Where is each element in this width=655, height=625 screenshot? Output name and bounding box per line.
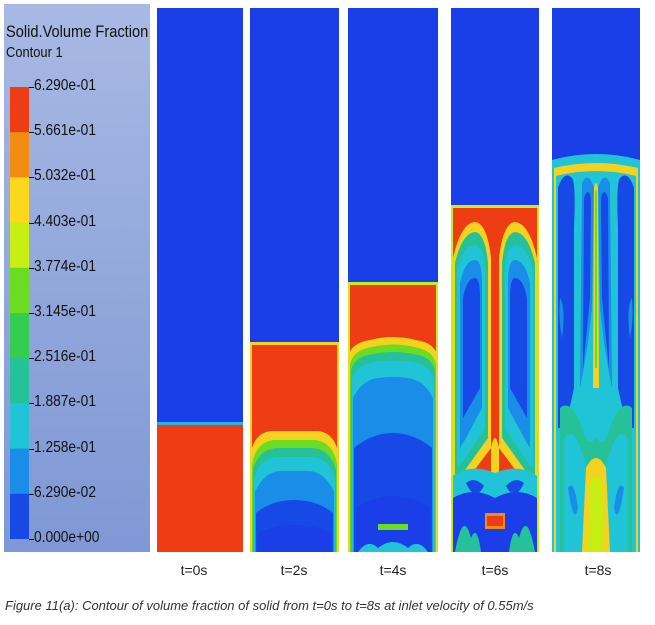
- colorbar-swatch: [10, 403, 29, 450]
- time-label-t4: t=4s: [379, 562, 407, 578]
- colorbar-tick-mark: [29, 448, 34, 450]
- colorbar-tick-mark: [29, 539, 34, 540]
- colorbar-swatch: [10, 177, 29, 224]
- contour-panel-t0: [157, 8, 243, 552]
- colorbar-swatch: [10, 132, 29, 178]
- time-label-t2: t=2s: [280, 562, 308, 578]
- time-label-t8: t=8s: [584, 562, 612, 578]
- colorbar-tick-label: 5.661e-01: [34, 122, 96, 140]
- time-label-t0: t=0s: [180, 562, 208, 578]
- colorbar-tick-label: 1.258e-01: [34, 438, 96, 456]
- contour-panel-t2: [250, 8, 339, 552]
- colorbar-tick-mark: [29, 493, 34, 495]
- colorbar-swatch: [10, 222, 29, 269]
- contour-panel-t4: [348, 8, 438, 552]
- colorbar: [10, 87, 29, 539]
- colorbar-tick-label: 2.516e-01: [34, 348, 96, 366]
- time-label-t6: t=6s: [481, 562, 509, 578]
- colorbar-tick-mark: [29, 87, 34, 88]
- colorbar-swatch: [10, 87, 29, 133]
- colorbar-tick-mark: [29, 222, 34, 224]
- colorbar-tick-mark: [29, 358, 34, 360]
- colorbar-tick-mark: [29, 403, 34, 405]
- colorbar-tick-label: 0.000e+00: [34, 529, 100, 546]
- colorbar-swatch: [10, 313, 29, 359]
- colorbar-tick-label: 1.887e-01: [34, 393, 96, 411]
- colorbar-swatch: [10, 358, 29, 404]
- legend-title: Solid.Volume Fraction: [6, 22, 149, 41]
- colorbar-tick-label: 6.290e-02: [34, 483, 96, 501]
- colorbar-tick-mark: [29, 267, 34, 269]
- figure-caption: Figure 11(a): Contour of volume fraction…: [5, 598, 534, 613]
- colorbar-swatch: [10, 267, 29, 314]
- colorbar-tick-label: 6.290e-01: [34, 77, 96, 94]
- contour-panel-t6: [451, 8, 539, 552]
- colorbar-tick-label: 3.774e-01: [34, 257, 96, 275]
- legend-subtitle: Contour 1: [6, 44, 63, 61]
- colorbar-swatch: [10, 493, 29, 539]
- colorbar-tick-mark: [29, 132, 34, 134]
- contour-panel-t8: [552, 8, 640, 552]
- colorbar-swatch: [10, 448, 29, 495]
- colorbar-tick-label: 3.145e-01: [34, 303, 96, 320]
- colorbar-tick-mark: [29, 177, 34, 179]
- colorbar-tick-label: 4.403e-01: [34, 212, 96, 230]
- colorbar-tick-label: 5.032e-01: [34, 167, 96, 185]
- colorbar-tick-mark: [29, 313, 34, 314]
